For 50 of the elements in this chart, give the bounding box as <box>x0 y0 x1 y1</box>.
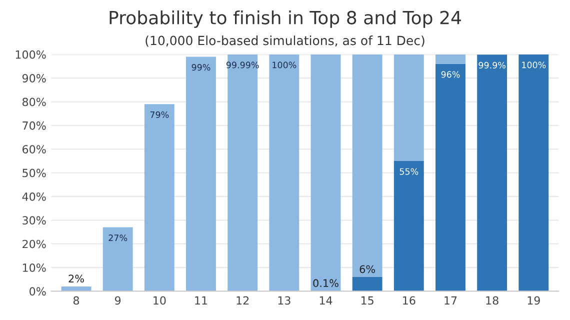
bar <box>394 160 424 292</box>
x-tick-label: 12 <box>236 296 249 305</box>
x-tick-label: 15 <box>361 296 374 305</box>
y-tick-label: 30% <box>22 216 46 225</box>
y-tick-label: 100% <box>16 50 46 59</box>
y-tick-label: 80% <box>22 98 46 106</box>
y-tick-label: 70% <box>22 121 46 130</box>
bar <box>394 54 424 161</box>
data-label: 100% <box>522 62 546 68</box>
x-tick-label: 19 <box>528 296 540 305</box>
bar <box>310 54 341 291</box>
bar <box>518 54 549 292</box>
x-tick-label: 8 <box>73 296 80 305</box>
bar <box>269 54 300 292</box>
data-label: 96% <box>441 71 460 78</box>
y-tick-label: 60% <box>22 145 46 154</box>
y-tick-label: 0% <box>30 287 46 296</box>
x-tick-label: 11 <box>195 296 208 305</box>
x-tick-label: 9 <box>114 296 121 305</box>
x-tick-label: 14 <box>320 296 332 305</box>
bar <box>352 54 382 277</box>
x-tick-label: 17 <box>444 296 457 305</box>
data-label: 99.9% <box>478 62 506 69</box>
x-tick-label: 13 <box>278 296 290 305</box>
y-tick-label: 20% <box>22 240 46 248</box>
x-tick-label: 10 <box>154 296 166 305</box>
bar <box>102 227 133 292</box>
bar <box>436 54 466 64</box>
data-label: 79% <box>150 111 169 118</box>
bar <box>144 104 174 292</box>
y-tick-label: 50% <box>22 168 46 178</box>
y-tick-label: 40% <box>22 192 46 201</box>
chart-subtitle: (10,000 Elo-based simulations, as of 11 Dec) <box>146 36 424 47</box>
bar <box>352 276 382 292</box>
bar <box>186 56 216 292</box>
data-label: 6% <box>360 265 376 274</box>
data-label: 0.1% <box>313 279 338 288</box>
y-tick-label: 90% <box>22 74 46 82</box>
data-label: 2% <box>68 274 84 283</box>
bar <box>436 64 466 292</box>
chart-title: Probability to finish in Top 8 and Top 24 <box>110 10 461 28</box>
data-label: 27% <box>108 234 128 242</box>
data-label: 100% <box>272 62 296 68</box>
x-tick-label: 16 <box>403 296 416 305</box>
data-label: 55% <box>400 168 418 175</box>
y-tick-label: 10% <box>22 263 46 272</box>
x-tick-label: 18 <box>486 296 498 305</box>
bar <box>477 54 508 292</box>
data-label: 99% <box>192 64 210 71</box>
bar <box>228 54 258 292</box>
